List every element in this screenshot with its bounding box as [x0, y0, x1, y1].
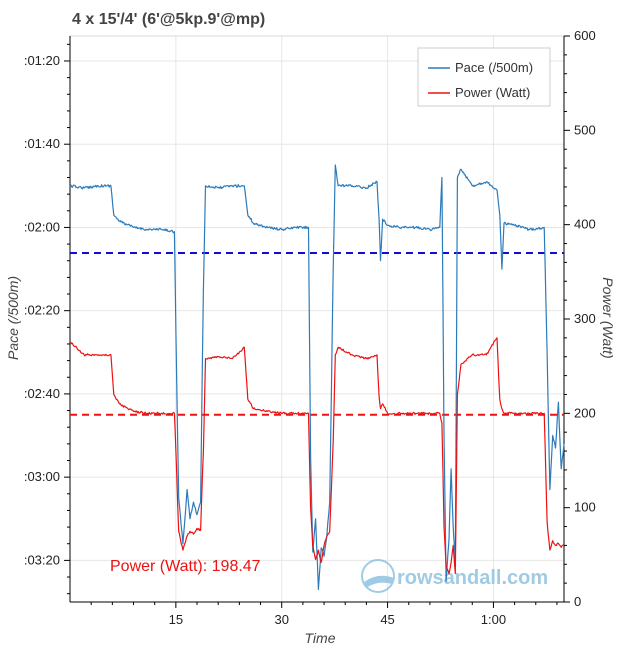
left-tick-label: :01:40 — [24, 136, 60, 151]
right-tick-label: 0 — [574, 594, 581, 609]
left-tick-label: :02:00 — [24, 219, 60, 234]
left-tick-label: :01:20 — [24, 53, 60, 68]
legend-label-power: Power (Watt) — [455, 85, 530, 100]
x-tick-label: 15 — [169, 612, 183, 627]
boat-logo-icon — [361, 559, 395, 593]
right-tick-label: 100 — [574, 500, 596, 515]
legend: Pace (/500m) Power (Watt) — [417, 47, 551, 107]
x-tick-label: 1:00 — [481, 612, 506, 627]
right-tick-label: 400 — [574, 217, 596, 232]
right-tick-label: 600 — [574, 28, 596, 43]
reference-lines — [70, 251, 564, 416]
x-tick-label: 45 — [380, 612, 394, 627]
pace-line — [69, 164, 565, 591]
legend-box — [417, 47, 551, 107]
left-axis-label: Pace (/500m) — [5, 276, 21, 360]
plot-area — [69, 35, 565, 603]
left-axis: :01:20 :01:40 :02:00 :02:20 :02:40 :03:00 :03:… — [24, 43, 70, 595]
left-tick-label: :03:20 — [24, 552, 60, 567]
watermark: rowsandall.com — [361, 559, 548, 593]
series-group — [69, 164, 565, 591]
grid-lines — [70, 36, 564, 602]
left-tick-label: :02:40 — [24, 386, 60, 401]
power-annotation: Power (Watt): 198.47 — [110, 558, 261, 575]
legend-label-pace: Pace (/500m) — [455, 60, 533, 75]
power-line — [69, 337, 565, 575]
right-axis: 0 100 200 300 400 500 600 — [564, 28, 596, 609]
right-tick-label: 300 — [574, 311, 596, 326]
left-tick-label: :02:20 — [24, 303, 60, 318]
left-tick-label: :03:00 — [24, 469, 60, 484]
chart-title: 4 x 15'/4' (6'@5kp.9'@mp) — [72, 11, 265, 28]
right-axis-label: Power (Watt) — [600, 277, 616, 358]
right-tick-label: 500 — [574, 122, 596, 137]
watermark-text: rowsandall.com — [397, 567, 548, 589]
x-axis: 15 30 45 1:00 — [90, 602, 558, 627]
right-tick-label: 200 — [574, 405, 596, 420]
x-tick-label: 30 — [274, 612, 288, 627]
x-axis-label: Time — [305, 630, 336, 646]
